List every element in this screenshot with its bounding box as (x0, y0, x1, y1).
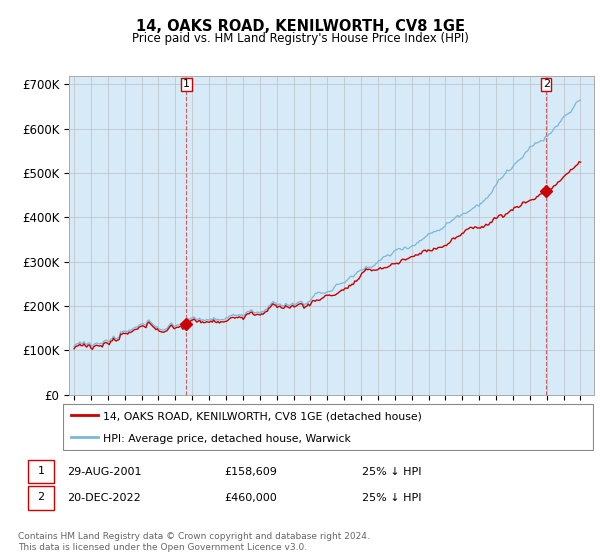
Text: Price paid vs. HM Land Registry's House Price Index (HPI): Price paid vs. HM Land Registry's House … (131, 31, 469, 45)
Text: 1: 1 (183, 80, 190, 90)
FancyBboxPatch shape (28, 460, 53, 483)
Text: HPI: Average price, detached house, Warwick: HPI: Average price, detached house, Warw… (103, 434, 350, 444)
Text: 20-DEC-2022: 20-DEC-2022 (67, 493, 140, 503)
Text: £460,000: £460,000 (224, 493, 277, 503)
Text: 25% ↓ HPI: 25% ↓ HPI (362, 467, 421, 477)
Text: Contains HM Land Registry data © Crown copyright and database right 2024.
This d: Contains HM Land Registry data © Crown c… (18, 532, 370, 552)
Text: 25% ↓ HPI: 25% ↓ HPI (362, 493, 421, 503)
Text: 2: 2 (542, 80, 550, 90)
Text: 29-AUG-2001: 29-AUG-2001 (67, 467, 141, 477)
Text: £158,609: £158,609 (224, 467, 277, 477)
Text: 1: 1 (37, 466, 44, 476)
FancyBboxPatch shape (28, 486, 53, 510)
FancyBboxPatch shape (63, 404, 593, 450)
Text: 14, OAKS ROAD, KENILWORTH, CV8 1GE: 14, OAKS ROAD, KENILWORTH, CV8 1GE (136, 20, 464, 34)
Text: 2: 2 (37, 492, 44, 502)
Text: 14, OAKS ROAD, KENILWORTH, CV8 1GE (detached house): 14, OAKS ROAD, KENILWORTH, CV8 1GE (deta… (103, 412, 422, 422)
